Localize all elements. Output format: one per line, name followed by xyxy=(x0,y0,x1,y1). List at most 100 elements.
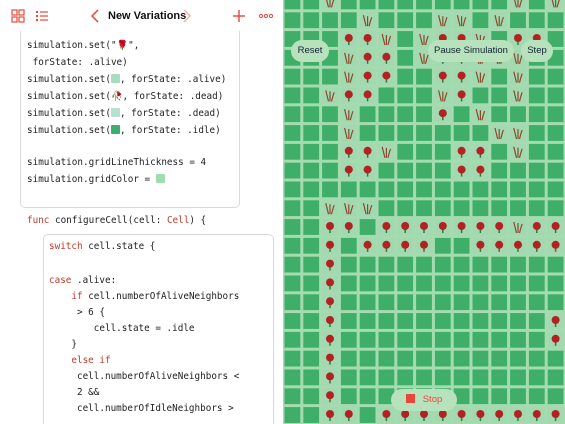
cell-alive[interactable] xyxy=(472,143,489,160)
cell-idle[interactable] xyxy=(453,0,470,10)
cell-idle[interactable] xyxy=(472,256,489,273)
cell-alive[interactable] xyxy=(472,162,489,179)
cell-alive[interactable] xyxy=(359,49,376,66)
cell-idle[interactable] xyxy=(340,294,357,311)
cell-idle[interactable] xyxy=(547,275,564,292)
cell-idle[interactable] xyxy=(284,237,301,254)
cell-idle[interactable] xyxy=(359,388,376,405)
cell-dead[interactable] xyxy=(340,125,357,141)
cell-idle[interactable] xyxy=(303,12,320,29)
cell-idle[interactable] xyxy=(378,294,395,311)
code-line[interactable]: cell.state = .idle xyxy=(49,323,195,334)
cell-idle[interactable] xyxy=(528,200,545,217)
cell-idle[interactable] xyxy=(378,331,395,348)
code-line[interactable]: cell.numberOfIdleNeighbors > xyxy=(49,403,234,414)
cell-alive[interactable] xyxy=(359,68,376,85)
idle-color-swatch[interactable] xyxy=(110,125,120,134)
cell-dead[interactable] xyxy=(378,143,395,160)
pause-simulation-button[interactable]: Pause Simulation xyxy=(428,40,514,62)
cell-alive[interactable] xyxy=(359,31,376,47)
cell-idle[interactable] xyxy=(547,106,564,123)
cell-idle[interactable] xyxy=(340,275,357,292)
cell-idle[interactable] xyxy=(303,143,320,160)
code-line[interactable]: } xyxy=(49,339,77,350)
cell-alive[interactable] xyxy=(340,31,357,47)
cell-idle[interactable] xyxy=(303,388,320,405)
cell-alive[interactable] xyxy=(453,143,470,160)
cell-alive[interactable] xyxy=(340,162,357,179)
cell-idle[interactable] xyxy=(359,331,376,348)
cell-idle[interactable] xyxy=(378,87,395,104)
cell-idle[interactable] xyxy=(378,181,395,198)
code-line[interactable]: if cell.numberOfAliveNeighbors xyxy=(71,291,240,302)
stop-button[interactable]: Stop xyxy=(391,389,457,411)
cell-idle[interactable] xyxy=(303,87,320,104)
cell-idle[interactable] xyxy=(284,313,301,329)
cell-idle[interactable] xyxy=(340,0,357,10)
cell-idle[interactable] xyxy=(303,407,320,423)
cell-dead[interactable] xyxy=(359,12,376,29)
cell-alive[interactable] xyxy=(322,294,338,311)
cell-dead[interactable] xyxy=(510,143,526,160)
cell-alive[interactable] xyxy=(453,407,470,423)
cell-alive[interactable] xyxy=(322,219,338,235)
cell-idle[interactable] xyxy=(528,106,545,123)
cell-idle[interactable] xyxy=(491,181,508,198)
cell-alive[interactable] xyxy=(322,237,338,254)
cell-dead[interactable] xyxy=(340,200,357,217)
cell-alive[interactable] xyxy=(359,162,376,179)
cell-idle[interactable] xyxy=(397,125,414,141)
cell-idle[interactable] xyxy=(528,0,545,10)
cell-idle[interactable] xyxy=(453,106,470,123)
cell-idle[interactable] xyxy=(284,106,301,123)
cell-idle[interactable] xyxy=(510,275,526,292)
cell-idle[interactable] xyxy=(416,313,432,329)
cell-idle[interactable] xyxy=(528,331,545,348)
cell-idle[interactable] xyxy=(284,369,301,386)
cell-idle[interactable] xyxy=(397,369,414,386)
cell-idle[interactable] xyxy=(359,256,376,273)
cell-idle[interactable] xyxy=(510,200,526,217)
cell-idle[interactable] xyxy=(547,31,564,47)
cell-idle[interactable] xyxy=(397,256,414,273)
cell-idle[interactable] xyxy=(416,106,432,123)
cell-alive[interactable] xyxy=(453,68,470,85)
cell-idle[interactable] xyxy=(416,125,432,141)
cell-idle[interactable] xyxy=(528,125,545,141)
cell-idle[interactable] xyxy=(434,143,451,160)
cell-idle[interactable] xyxy=(528,143,545,160)
cell-alive[interactable] xyxy=(322,313,338,329)
simulation-grid[interactable] xyxy=(283,0,565,424)
cell-alive[interactable] xyxy=(416,237,432,254)
cell-idle[interactable] xyxy=(510,294,526,311)
cell-idle[interactable] xyxy=(416,68,432,85)
cell-idle[interactable] xyxy=(491,162,508,179)
cell-idle[interactable] xyxy=(510,331,526,348)
cell-idle[interactable] xyxy=(359,125,376,141)
cell-idle[interactable] xyxy=(547,350,564,367)
cell-idle[interactable] xyxy=(453,313,470,329)
cell-idle[interactable] xyxy=(510,162,526,179)
cell-idle[interactable] xyxy=(472,0,489,10)
cell-idle[interactable] xyxy=(284,219,301,235)
cell-idle[interactable] xyxy=(284,350,301,367)
cell-idle[interactable] xyxy=(453,125,470,141)
cell-idle[interactable] xyxy=(491,350,508,367)
cell-idle[interactable] xyxy=(528,388,545,405)
cell-idle[interactable] xyxy=(528,87,545,104)
cell-alive[interactable] xyxy=(397,237,414,254)
cell-idle[interactable] xyxy=(303,125,320,141)
code-line[interactable]: simulation.gridLineThickness = 4 xyxy=(27,157,207,168)
cell-dead[interactable] xyxy=(416,49,432,66)
cell-idle[interactable] xyxy=(510,256,526,273)
cell-idle[interactable] xyxy=(491,294,508,311)
cell-idle[interactable] xyxy=(303,369,320,386)
cell-idle[interactable] xyxy=(397,294,414,311)
cell-idle[interactable] xyxy=(397,68,414,85)
cell-alive[interactable] xyxy=(510,237,526,254)
cell-idle[interactable] xyxy=(397,87,414,104)
list-icon[interactable] xyxy=(35,9,49,23)
code-line[interactable]: switch cell.state { xyxy=(49,241,156,252)
cell-dead[interactable] xyxy=(416,31,432,47)
cell-idle[interactable] xyxy=(547,87,564,104)
